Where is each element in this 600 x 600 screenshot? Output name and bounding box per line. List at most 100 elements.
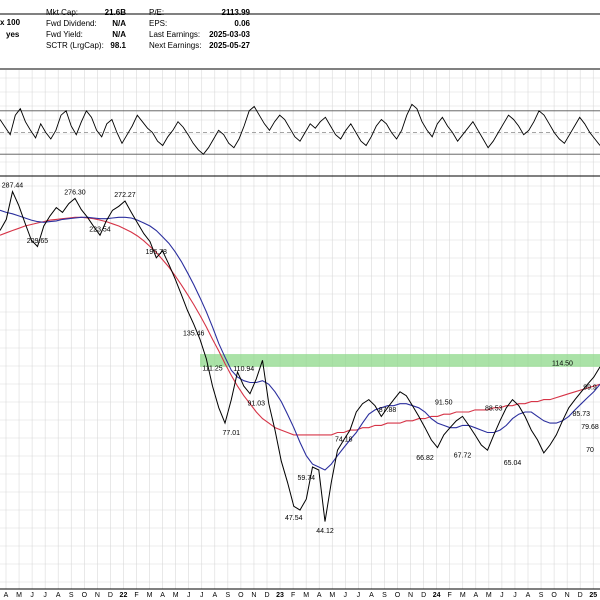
stat-label: Last Earnings: xyxy=(149,30,201,39)
stat-label: SCTR (LrgCap): xyxy=(46,41,104,50)
price-annotation-label: 111.25 xyxy=(202,365,222,372)
x-axis-tick-label: M xyxy=(173,592,179,599)
x-axis-tick-label: J xyxy=(187,592,191,599)
price-annotation-label: 287.44 xyxy=(2,182,24,189)
price-annotation-label: 65.04 xyxy=(504,460,522,467)
resistance-band-rect xyxy=(200,354,600,367)
x-axis-tick-label: A xyxy=(4,592,9,599)
x-axis-tick-label: M xyxy=(303,592,309,599)
x-axis-tick-label: A xyxy=(473,592,478,599)
x-axis-tick-label: D xyxy=(421,592,426,599)
price-annotation-label: 44.12 xyxy=(316,528,334,535)
price-annotation-label: 223.54 xyxy=(89,227,111,234)
x-axis-tick-label: N xyxy=(565,592,570,599)
x-axis-tick-label: O xyxy=(551,592,557,599)
stat-value: N/A xyxy=(112,30,126,39)
chart-grid xyxy=(0,70,600,589)
price-annotation-label: 114.50 xyxy=(552,360,573,367)
x-axis-tick-label: A xyxy=(369,592,374,599)
x-axis-tick-label: J xyxy=(344,592,348,599)
x-axis-tick-label: J xyxy=(500,592,504,599)
x-axis-tick-label: F xyxy=(291,592,295,599)
x-axis-tick-label: 23 xyxy=(276,592,284,599)
stat-value: 2025-03-03 xyxy=(209,30,250,39)
x-axis-tick-label: J xyxy=(357,592,361,599)
x-axis-tick-label: M xyxy=(147,592,153,599)
price-annotation-label: 135.46 xyxy=(183,331,205,338)
x-axis-tick-label: 25 xyxy=(589,592,597,599)
x-axis-tick-label: M xyxy=(460,592,466,599)
price-annotations: 287.44 209.65 276.30 223.54 272.27 196.78 135.… xyxy=(2,182,599,535)
price-annotation-label: 79.68 xyxy=(581,424,599,431)
price-annotation-label: 59.74 xyxy=(297,475,315,482)
stat-value: 21.6B xyxy=(104,8,126,17)
price-annotation-label: 196.78 xyxy=(146,249,168,256)
x-axis-tick-label: S xyxy=(539,592,544,599)
stat-value: 0.06 xyxy=(234,19,250,28)
price-annotation-label: 91.03 xyxy=(247,401,265,408)
resistance-band xyxy=(200,354,600,367)
price-annotation-label: 272.27 xyxy=(114,192,136,199)
price-annotation-label: 209.65 xyxy=(27,238,49,245)
stat-label: Fwd Yield: xyxy=(46,30,83,39)
x-axis-tick-label: 22 xyxy=(120,592,128,599)
oscillator-panel xyxy=(0,103,600,155)
x-axis-labels: A M J J A S O N D 22 F M A M J J A S O N D 23 F M A M J J A S O N D 24 F M A… xyxy=(4,592,598,599)
stat-label: EPS: xyxy=(149,19,168,28)
price-annotation-label: 91.50 xyxy=(435,400,453,407)
price-annotation-label: 110.94 xyxy=(233,366,254,373)
x-axis-tick-label: J xyxy=(43,592,47,599)
x-axis-tick-label: N xyxy=(251,592,256,599)
x-axis-tick-label: J xyxy=(513,592,517,599)
price-annotation-label: 85.73 xyxy=(572,411,590,418)
x-axis-tick-label: A xyxy=(317,592,322,599)
x-axis-tick-label: A xyxy=(212,592,217,599)
price-annotation-label: 276.30 xyxy=(64,189,86,196)
x-axis-tick-label: M xyxy=(329,592,335,599)
x-axis-tick-label: O xyxy=(395,592,401,599)
x-axis-tick-label: D xyxy=(108,592,113,599)
stat-value: 2025-05-27 xyxy=(209,41,250,50)
price-panel xyxy=(0,190,600,522)
x-axis-tick-label: S xyxy=(226,592,231,599)
x-axis-tick-label: J xyxy=(200,592,204,599)
price-annotation-label: 99.9 xyxy=(583,384,597,391)
x-axis-tick-label: A xyxy=(160,592,165,599)
x-axis-tick-label: D xyxy=(264,592,269,599)
price-annotation-label: 66.82 xyxy=(416,455,434,462)
moving-average-long-line xyxy=(0,216,600,436)
x-axis-tick-label: O xyxy=(82,592,88,599)
oscillator-line xyxy=(0,103,600,155)
header-fragment: x 100 xyxy=(0,18,21,27)
stat-value: 98.1 xyxy=(110,41,126,50)
price-line xyxy=(0,190,600,522)
price-annotation-label: 77.01 xyxy=(222,430,240,437)
stat-value: 2113.99 xyxy=(221,8,250,17)
x-axis-tick-label: J xyxy=(30,592,34,599)
x-axis-tick-label: M xyxy=(486,592,492,599)
price-annotation-label: 70 xyxy=(586,447,594,454)
price-annotation-label: 74.18 xyxy=(335,437,353,444)
price-annotation-label: 67.72 xyxy=(454,453,472,460)
stat-value: N/A xyxy=(112,19,126,28)
price-annotation-label: 88.53 xyxy=(485,406,503,413)
moving-average-short-line xyxy=(0,209,600,471)
x-axis-tick-label: A xyxy=(526,592,531,599)
x-axis-tick-label: A xyxy=(56,592,61,599)
x-axis-tick-label: M xyxy=(16,592,22,599)
x-axis-tick-label: N xyxy=(95,592,100,599)
stat-label: Fwd Dividend: xyxy=(46,19,97,28)
x-axis-tick-label: F xyxy=(448,592,452,599)
x-axis-tick-label: O xyxy=(238,592,244,599)
stat-label: Next Earnings: xyxy=(149,41,202,50)
x-axis-tick-label: D xyxy=(578,592,583,599)
price-annotation-label: 47.54 xyxy=(285,515,303,522)
stat-label: P/E: xyxy=(149,8,165,17)
header-fragment: yes xyxy=(6,30,20,39)
x-axis-tick-label: 24 xyxy=(433,592,441,599)
x-axis-tick-label: S xyxy=(69,592,74,599)
x-axis-tick-label: N xyxy=(408,592,413,599)
stat-label: Mkt Cap: xyxy=(46,8,79,17)
